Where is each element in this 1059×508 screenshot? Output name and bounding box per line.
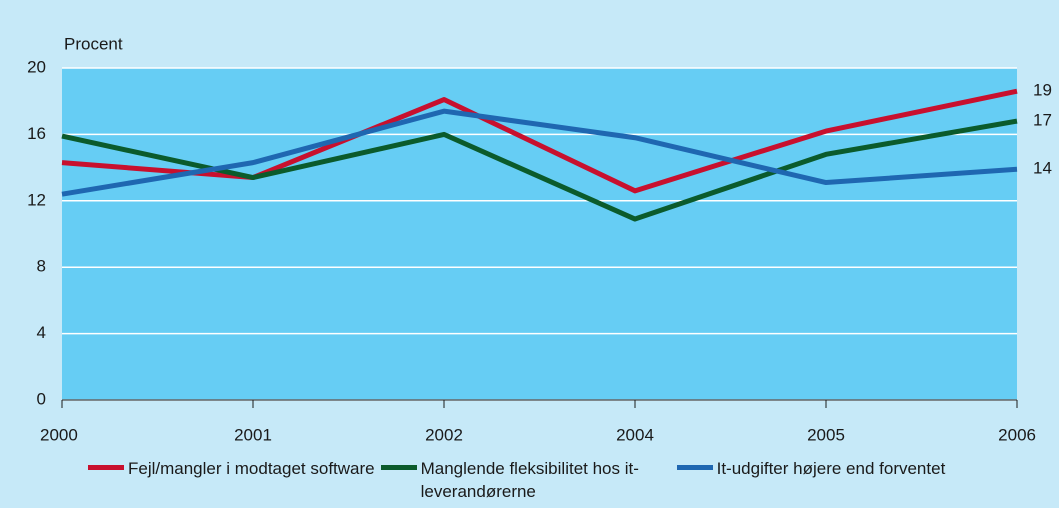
legend-label: Manglende fleksibilitet hos it-leverandø… bbox=[420, 459, 639, 501]
x-tick-label: 2002 bbox=[425, 425, 463, 444]
plot-area bbox=[62, 68, 1017, 400]
x-tick-label: 2005 bbox=[807, 425, 845, 444]
x-tick-label: 2004 bbox=[616, 425, 654, 444]
value-label: 17 bbox=[1033, 111, 1052, 130]
x-tick-label: 2006 bbox=[998, 425, 1036, 444]
legend-label: Fejl/mangler i modtaget software bbox=[128, 459, 375, 478]
x-tick-label: 2001 bbox=[234, 425, 272, 444]
legend-item: Fejl/mangler i modtaget software bbox=[88, 457, 375, 503]
legend-item: It-udgifter højere end forventet bbox=[676, 457, 946, 503]
x-tick-label: 2000 bbox=[40, 425, 78, 444]
series-line bbox=[61, 88, 1018, 194]
y-tick-label: 16 bbox=[27, 124, 46, 143]
value-label: 19 bbox=[1033, 81, 1052, 100]
y-tick-label: 12 bbox=[27, 190, 46, 209]
legend-swatch bbox=[676, 465, 713, 470]
legend-swatch bbox=[380, 465, 417, 470]
plot: Procent 0 4 8 12 16 20 2000 2001 2002 2004 2005 200… bbox=[27, 34, 1052, 444]
series-line bbox=[61, 108, 1018, 197]
y-tick-label: 4 bbox=[37, 323, 46, 342]
y-tick-label: 8 bbox=[37, 257, 46, 276]
legend-label: It-udgifter højere end forventet bbox=[716, 459, 946, 478]
y-tick-label: 0 bbox=[37, 389, 46, 408]
y-axis-label: Procent bbox=[64, 34, 123, 53]
legend-swatch bbox=[88, 465, 124, 470]
value-label: 14 bbox=[1033, 159, 1052, 178]
y-tick-label: 20 bbox=[27, 57, 46, 76]
legend: Fejl/mangler i modtaget software Manglend… bbox=[88, 457, 951, 503]
series-line bbox=[61, 118, 1018, 222]
legend-item: Manglende fleksibilitet hos it-leverandø… bbox=[380, 457, 671, 503]
